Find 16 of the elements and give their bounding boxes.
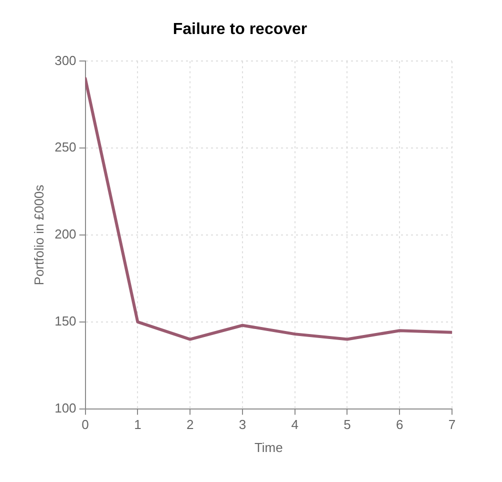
- chart-title: Failure to recover: [172, 21, 308, 38]
- y-tick-label: 300: [54, 52, 76, 68]
- x-tick-label: 5: [344, 417, 351, 432]
- y-tick-label: 150: [54, 313, 76, 328]
- x-tick-label: 4: [291, 417, 298, 432]
- y-tick-label: 200: [54, 226, 76, 242]
- y-tick-label: 250: [54, 140, 76, 155]
- x-tick-label: 1: [134, 417, 142, 432]
- x-tick-label: 0: [82, 417, 89, 432]
- x-tick-label: 6: [396, 417, 404, 432]
- x-tick-label: 2: [186, 417, 194, 432]
- y-tick-label: 100: [54, 400, 76, 416]
- x-axis-title: Time: [254, 440, 283, 455]
- x-tick-label: 7: [448, 417, 456, 432]
- x-tick-label: 3: [238, 417, 246, 432]
- y-axis-title: Portfolio in £000s: [31, 184, 46, 286]
